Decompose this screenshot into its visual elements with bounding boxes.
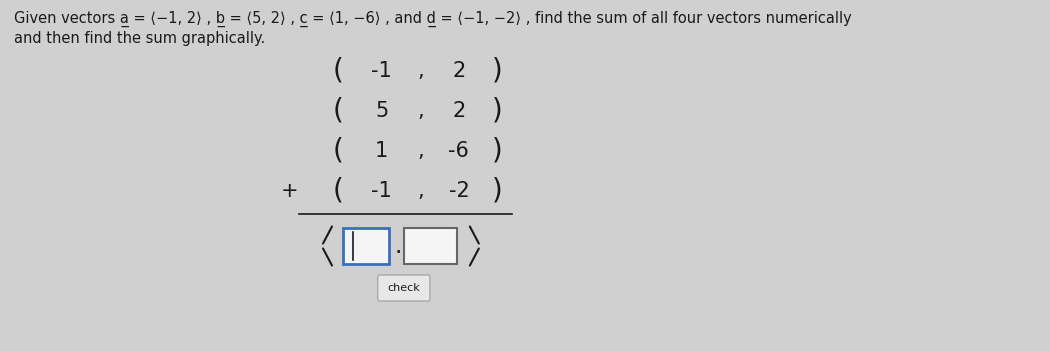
- Text: Given vectors a̲ = ⟨−1, 2⟩ , b̲ = ⟨5, 2⟩ , c̲ = ⟨1, −6⟩ , and d̲ = ⟨−1, −2⟩ , fi: Given vectors a̲ = ⟨−1, 2⟩ , b̲ = ⟨5, 2⟩…: [15, 11, 853, 27]
- Text: -1: -1: [372, 61, 392, 81]
- Text: 2: 2: [453, 101, 465, 121]
- Text: +: +: [281, 181, 298, 201]
- Text: 5: 5: [375, 101, 388, 121]
- Text: and then find the sum graphically.: and then find the sum graphically.: [15, 31, 266, 46]
- Text: -1: -1: [372, 181, 392, 201]
- Text: -6: -6: [448, 141, 469, 161]
- Text: (: (: [333, 57, 343, 85]
- Text: ,: ,: [417, 181, 423, 201]
- Text: (: (: [333, 97, 343, 125]
- Text: check: check: [387, 283, 420, 293]
- Text: ,: ,: [417, 61, 423, 81]
- FancyBboxPatch shape: [343, 228, 390, 264]
- Text: ): ): [492, 57, 503, 85]
- Text: ,: ,: [417, 141, 423, 161]
- Text: ): ): [492, 177, 503, 205]
- Text: -2: -2: [448, 181, 469, 201]
- Text: ): ): [492, 137, 503, 165]
- Text: (: (: [333, 177, 343, 205]
- Text: .: .: [395, 234, 402, 258]
- Text: ): ): [492, 97, 503, 125]
- FancyBboxPatch shape: [404, 228, 457, 264]
- Text: (: (: [333, 137, 343, 165]
- FancyBboxPatch shape: [378, 275, 429, 301]
- Text: 1: 1: [375, 141, 388, 161]
- Text: ,: ,: [417, 101, 423, 121]
- Text: 2: 2: [453, 61, 465, 81]
